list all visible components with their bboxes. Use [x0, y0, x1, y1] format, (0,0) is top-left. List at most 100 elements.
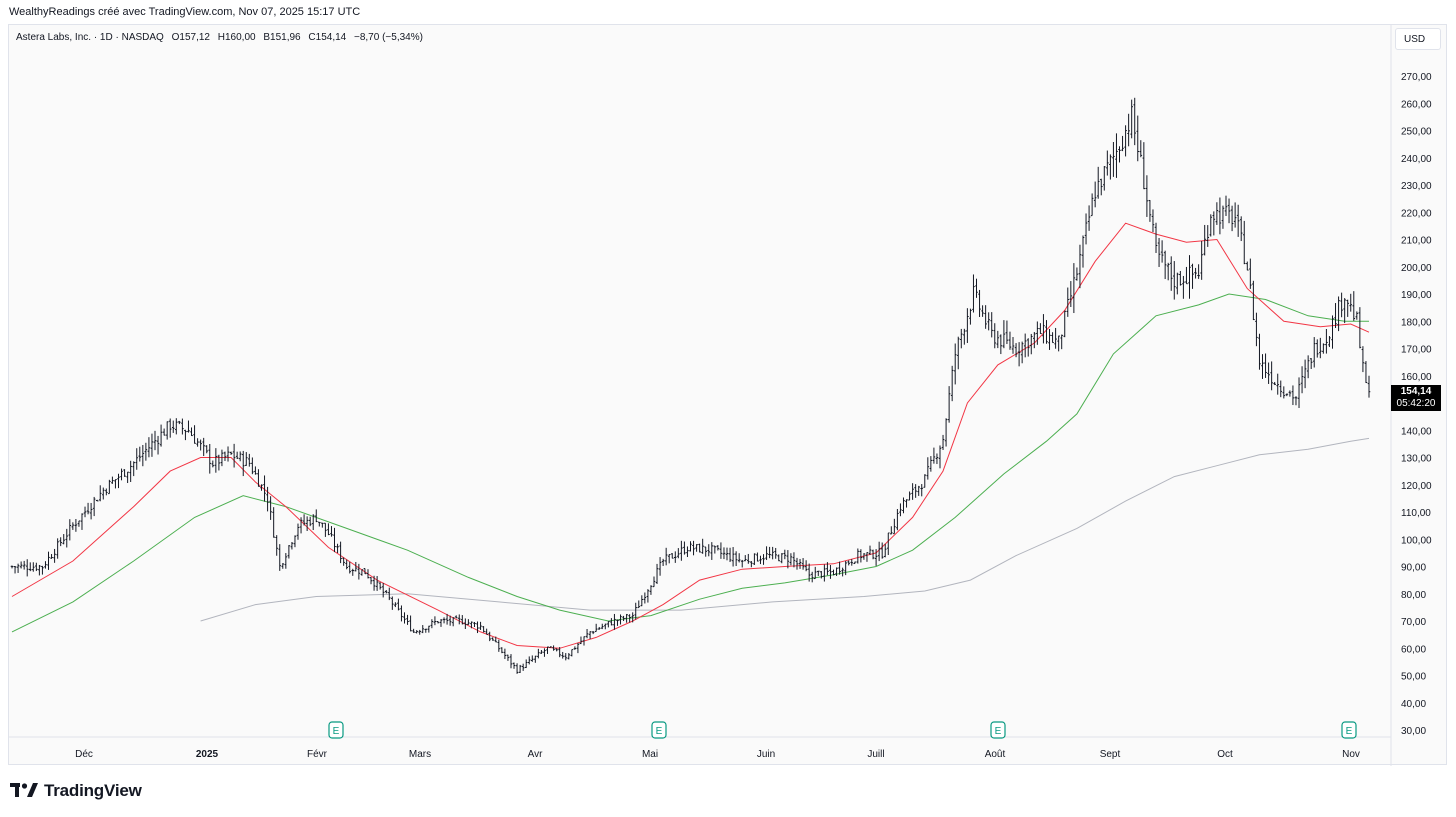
svg-text:E: E: [1346, 726, 1353, 737]
ohlc-bar: [56, 538, 59, 559]
ohlc-bar: [1245, 261, 1249, 271]
ohlc-bar: [132, 461, 136, 477]
ohlc-bar: [1139, 140, 1143, 158]
ohlc-bar: [874, 549, 878, 566]
ohlc-bar: [768, 546, 771, 559]
ohlc-bar: [324, 522, 327, 537]
ohlc-bar: [944, 418, 948, 447]
y-tick-label: 90,00: [1401, 563, 1426, 574]
ohlc-bar: [969, 308, 972, 325]
ohlc-bar: [670, 553, 674, 559]
ohlc-bar: [658, 557, 662, 576]
ohlc-bar: [707, 544, 711, 557]
ohlc-bar: [680, 540, 683, 561]
ohlc-bar: [753, 553, 756, 566]
tradingview-logo[interactable]: TradingView: [10, 781, 142, 801]
ohlc-bar: [53, 548, 56, 563]
y-tick-label: 210,00: [1401, 236, 1432, 247]
ohlc-bar: [448, 615, 452, 626]
ohlc-bar: [272, 507, 275, 538]
y-tick-label: 200,00: [1401, 263, 1432, 274]
ohlc-bar: [144, 442, 148, 461]
chart-panel[interactable]: 270,00 260,00 250,00 240,00 230,00 220,00 210,…: [8, 24, 1448, 766]
ohlc-bar: [1045, 320, 1048, 344]
ohlc-bar: [740, 559, 744, 568]
ohlc-bar: [302, 514, 306, 526]
ohlc-bar: [1096, 166, 1100, 199]
ohlc-bar: [83, 506, 87, 518]
x-tick-label: 2025: [196, 749, 219, 760]
ohlc-bar: [120, 468, 123, 481]
ohlc-bar: [1191, 263, 1194, 289]
earnings-marker-icon[interactable]: E: [990, 721, 1006, 739]
ohlc-bar: [238, 451, 242, 462]
ohlc-bar: [899, 503, 902, 517]
ohlc-bar: [750, 561, 753, 568]
y-tick-label: 180,00: [1401, 317, 1432, 328]
ohlc-bar: [111, 476, 114, 484]
ohlc-bar: [561, 651, 565, 659]
earnings-marker-icon[interactable]: E: [328, 721, 344, 739]
ohlc-bar: [1026, 338, 1030, 357]
ohlc-bar: [1343, 298, 1346, 324]
earnings-marker-icon[interactable]: E: [651, 721, 667, 739]
y-tick-label: 100,00: [1401, 535, 1432, 546]
ohlc-bar: [1203, 224, 1206, 256]
ohlc-bar: [147, 437, 151, 458]
ohlc-bar: [731, 547, 735, 567]
earnings-marker-icon[interactable]: E: [1341, 721, 1357, 739]
ohlc-bar: [436, 621, 440, 624]
ohlc-bar: [196, 438, 199, 447]
ohlc-bar: [1020, 341, 1024, 364]
ohlc-bar: [1306, 355, 1310, 379]
y-tick-label: 80,00: [1401, 590, 1426, 601]
ohlc-bar: [384, 590, 388, 594]
ohlc-bar: [476, 621, 479, 634]
ohlc-bar: [1315, 339, 1319, 358]
ohlc-bar: [956, 336, 960, 370]
x-tick-label: Sept: [1100, 749, 1121, 760]
ohlc-bar: [543, 648, 546, 657]
currency-button[interactable]: USD: [1395, 28, 1441, 50]
ohlc-bar: [44, 561, 47, 569]
ohlc-bar: [1154, 222, 1158, 253]
y-tick-label: 30,00: [1401, 726, 1426, 737]
ohlc-bar: [351, 568, 355, 576]
ohlc-bar: [941, 434, 945, 450]
ohlc-bar: [771, 546, 774, 560]
ohlc-bar: [491, 637, 495, 641]
ma-long-line: [200, 437, 1370, 622]
ohlc-bar: [178, 420, 181, 425]
ohlc-bar: [1230, 205, 1234, 232]
ohlc-bar: [1346, 299, 1350, 317]
ohlc-bar: [1176, 272, 1179, 295]
ohlc-bar: [555, 648, 558, 652]
price-chart[interactable]: 270,00 260,00 250,00 240,00 230,00 220,00 210,…: [9, 25, 1448, 766]
ohlc-bar: [494, 636, 498, 643]
ohlc-bar: [1145, 175, 1149, 217]
ohlc-bar: [1011, 337, 1015, 354]
ohlc-bar: [1337, 296, 1340, 332]
ohlc-bar: [254, 466, 257, 475]
ohlc-bar: [1124, 125, 1127, 157]
ohlc-bar: [625, 613, 628, 623]
ohlc-bar: [886, 532, 890, 556]
y-tick-label: 170,00: [1401, 345, 1432, 356]
ohlc-bar: [409, 615, 412, 632]
ohlc-bar: [1361, 346, 1365, 373]
ohlc-bar: [1364, 361, 1368, 384]
ohlc-bar: [902, 497, 905, 514]
ohlc-bar: [1264, 353, 1267, 378]
ohlc-bar: [418, 629, 422, 635]
ohlc-bar: [765, 546, 768, 561]
ohlc-bar: [883, 543, 887, 558]
ohlc-bar: [497, 639, 501, 652]
ohlc-bar: [810, 571, 814, 583]
ohlc-bar: [318, 521, 321, 527]
ohlc-bar: [850, 559, 854, 566]
ohlc-bar: [92, 496, 96, 517]
ohlc-bar: [634, 602, 638, 620]
ohlc-bar: [1008, 331, 1012, 350]
ohlc-bar: [914, 484, 917, 498]
ohlc-bar: [202, 437, 205, 457]
